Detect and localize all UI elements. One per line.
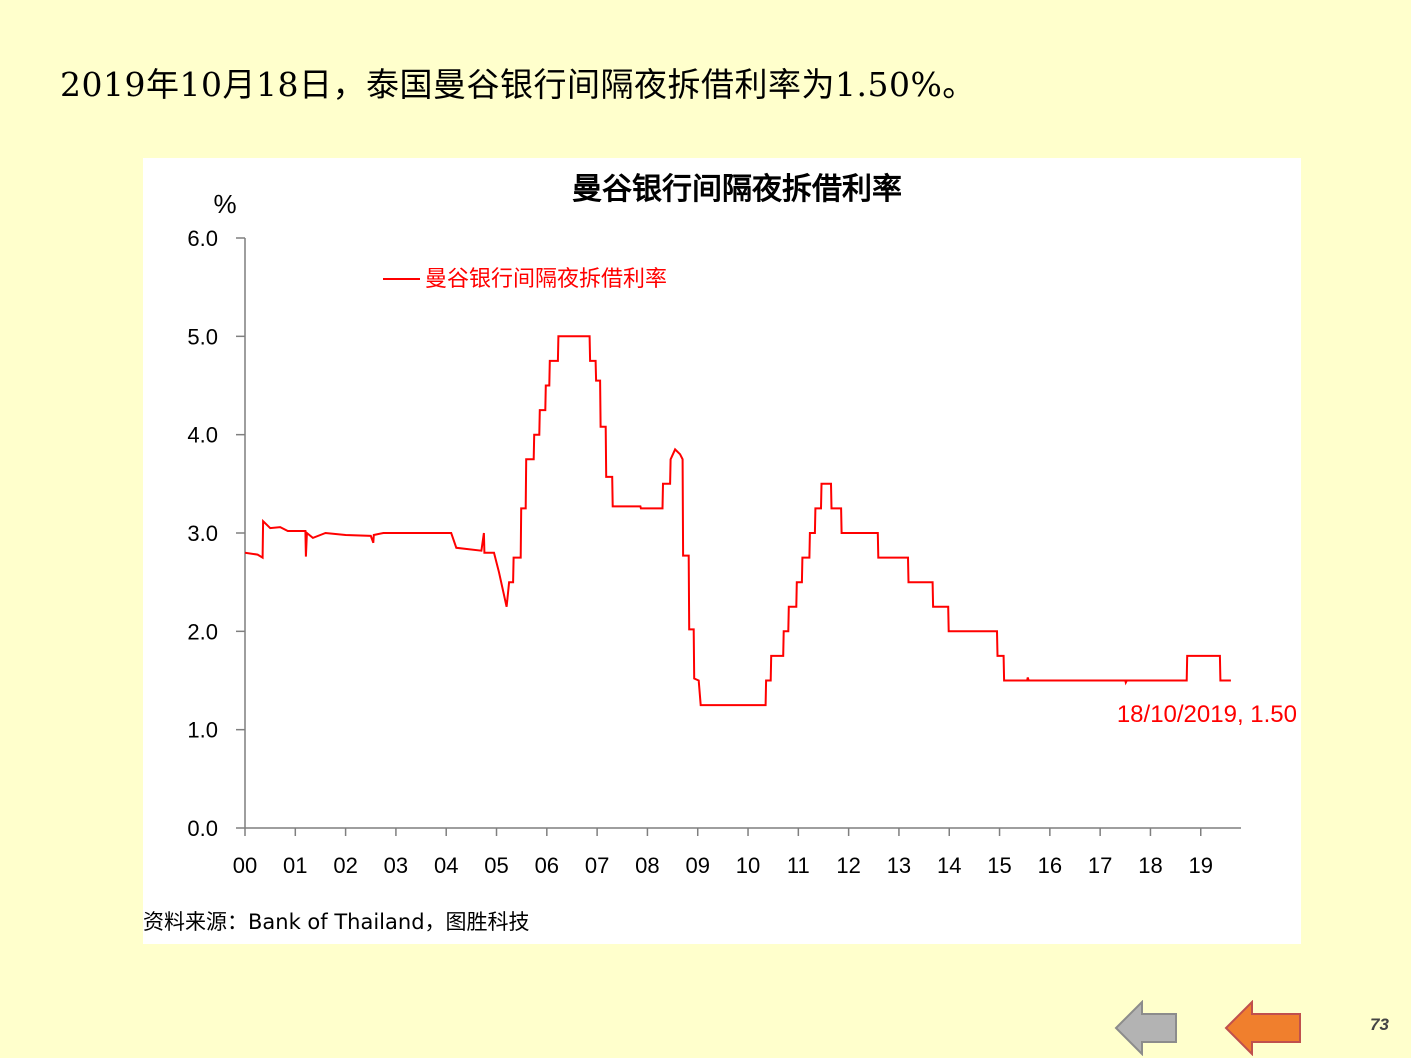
x-tick-label: 11 — [787, 853, 810, 878]
x-tick-label: 08 — [635, 853, 659, 878]
x-tick-label: 02 — [333, 853, 357, 878]
series-line — [244, 335, 1231, 707]
x-tick-label: 12 — [836, 853, 860, 878]
data-source-note: 资料来源：Bank of Thailand，图胜科技 — [143, 910, 530, 934]
next-button[interactable] — [1222, 1000, 1302, 1056]
y-tick-label: 0.0 — [187, 816, 218, 841]
x-tick-label: 13 — [887, 853, 911, 878]
y-axis-unit: % — [213, 189, 236, 219]
page-number: 73 — [1370, 1015, 1389, 1034]
y-tick-label: 5.0 — [187, 324, 218, 349]
x-tick-label: 15 — [987, 853, 1011, 878]
x-tick-label: 07 — [585, 853, 609, 878]
x-tick-label: 19 — [1189, 853, 1213, 878]
chart-panel: 曼谷银行间隔夜拆借利率 % 0.0 1.0 2.0 3.0 4.0 5.0 6.0 00 01… — [143, 158, 1301, 944]
x-tick-label: 14 — [937, 853, 961, 878]
line-chart: 曼谷银行间隔夜拆借利率 % 0.0 1.0 2.0 3.0 4.0 5.0 6.0 00 01… — [187, 172, 1297, 878]
chart-title: 曼谷银行间隔夜拆借利率 — [572, 172, 902, 207]
x-tick-label: 03 — [384, 853, 408, 878]
y-axis-ticks: 0.0 1.0 2.0 3.0 4.0 5.0 6.0 — [187, 226, 245, 841]
x-tick-label: 01 — [283, 853, 307, 878]
x-tick-label: 05 — [484, 853, 508, 878]
y-tick-label: 2.0 — [187, 619, 218, 644]
y-tick-label: 1.0 — [187, 718, 218, 743]
legend-label: 曼谷银行间隔夜拆借利率 — [425, 267, 667, 292]
x-tick-label: 06 — [535, 853, 559, 878]
x-tick-label: 16 — [1038, 853, 1062, 878]
y-tick-label: 3.0 — [187, 521, 218, 546]
chart-series — [244, 335, 1231, 707]
y-tick-label: 6.0 — [187, 226, 218, 251]
x-tick-label: 17 — [1088, 853, 1112, 878]
left-arrow-icon — [1224, 1000, 1301, 1056]
x-tick-label: 00 — [233, 853, 257, 878]
page-headline: 2019年10月18日，泰国曼谷银行间隔夜拆借利率为1.50%。 — [60, 65, 976, 104]
x-axis-ticks: 00 01 02 03 04 05 06 07 08 09 10 11 12 13 14 15 16 17 18 19 — [233, 828, 1213, 878]
end-value-annotation: 18/10/2019, 1.50 — [1117, 701, 1297, 728]
left-arrow-icon — [1114, 1000, 1177, 1056]
chart-legend: 曼谷银行间隔夜拆借利率 — [383, 267, 667, 292]
y-tick-label: 4.0 — [187, 423, 218, 448]
back-button[interactable] — [1112, 1000, 1192, 1056]
x-tick-label: 10 — [736, 853, 760, 878]
x-tick-label: 04 — [434, 853, 458, 878]
x-tick-label: 18 — [1138, 853, 1162, 878]
x-tick-label: 09 — [685, 853, 709, 878]
